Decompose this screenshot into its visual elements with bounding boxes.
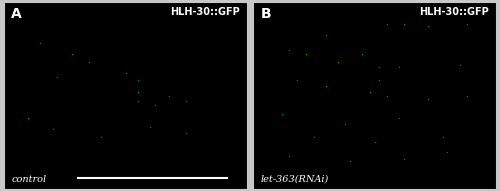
- Text: HLH-30::GFP: HLH-30::GFP: [170, 7, 239, 17]
- Text: let-363(RNAi): let-363(RNAi): [260, 175, 328, 184]
- Text: B: B: [260, 7, 271, 21]
- Text: control: control: [12, 175, 46, 184]
- Text: A: A: [12, 7, 22, 21]
- Text: HLH-30::GFP: HLH-30::GFP: [419, 7, 488, 17]
